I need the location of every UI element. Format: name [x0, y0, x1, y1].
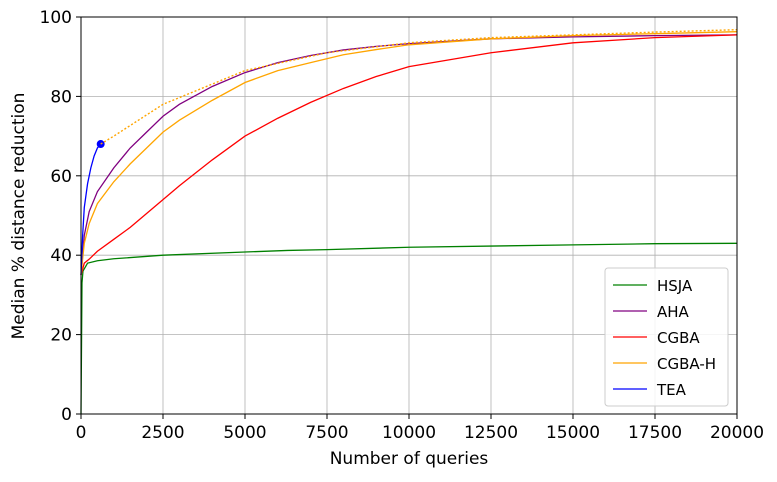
x-tick-label: 20000: [710, 423, 764, 443]
y-tick-label: 0: [61, 405, 72, 425]
x-axis-label: Number of queries: [330, 449, 489, 469]
y-tick-label: 80: [50, 87, 72, 107]
legend-label: CGBA: [657, 329, 700, 347]
y-axis-label: Median % distance reduction: [9, 93, 29, 340]
legend-label: AHA: [657, 303, 690, 321]
x-tick-label: 15000: [546, 423, 600, 443]
line: [80, 31, 738, 276]
y-tick-label: 60: [50, 167, 72, 187]
x-tick-label: 17500: [628, 423, 682, 443]
legend-box: [604, 267, 729, 407]
y-tick-label: 100: [40, 8, 72, 28]
x-tick-label: 0: [76, 423, 87, 443]
x-tick-label: 12500: [464, 423, 518, 443]
y-tick-label: 20: [50, 326, 72, 346]
plot-frame: [80, 16, 738, 415]
x-tick-label: 2500: [141, 423, 184, 443]
x-tick-label: 7500: [305, 423, 348, 443]
line: [80, 242, 738, 415]
x-tick-label: 10000: [382, 423, 436, 443]
legend-label: HSJA: [657, 277, 693, 295]
line: [100, 29, 738, 145]
y-tick-label: 40: [50, 246, 72, 266]
line: [80, 34, 738, 276]
x-tick-label: 5000: [223, 423, 266, 443]
legend-label: TEA: [656, 381, 687, 399]
line: [80, 143, 102, 276]
legend-label: CGBA-H: [657, 355, 716, 373]
legend: HSJA AHA CGBA CGBA-H TEA: [604, 267, 729, 407]
